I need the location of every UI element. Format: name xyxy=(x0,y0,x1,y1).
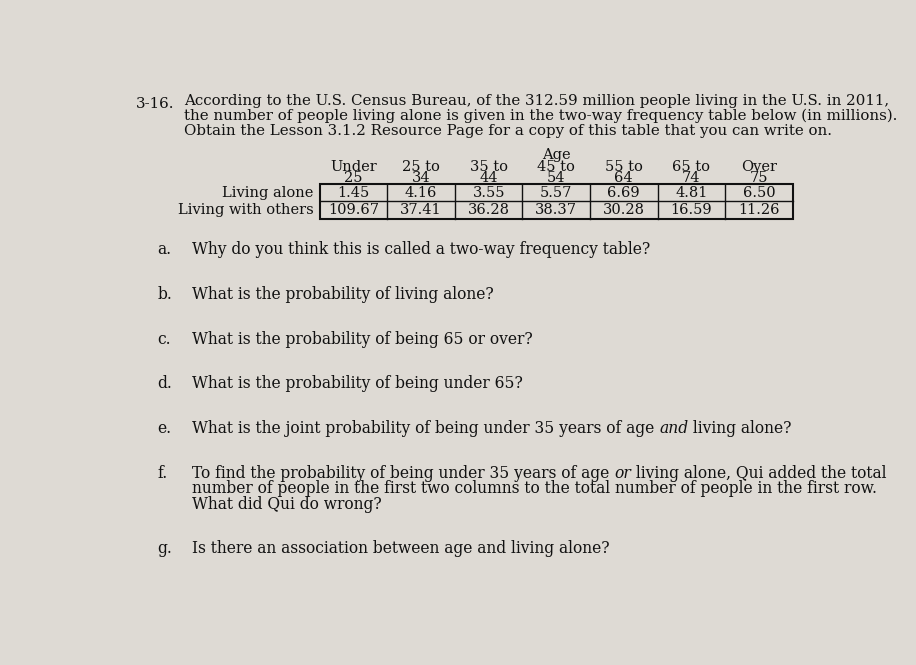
Text: 3.55: 3.55 xyxy=(473,186,505,200)
Text: 38.37: 38.37 xyxy=(535,203,577,217)
Text: the number of people living alone is given in the two-way frequency table below : the number of people living alone is giv… xyxy=(184,109,898,124)
Text: 55 to: 55 to xyxy=(605,160,643,174)
Text: 75: 75 xyxy=(749,171,769,185)
Bar xyxy=(320,184,792,219)
Text: b.: b. xyxy=(158,286,172,303)
Text: 45 to: 45 to xyxy=(538,160,575,174)
Text: or: or xyxy=(614,465,631,482)
Text: a.: a. xyxy=(158,241,171,259)
Text: 35 to: 35 to xyxy=(470,160,507,174)
Text: 1.45: 1.45 xyxy=(337,186,370,200)
Text: 11.26: 11.26 xyxy=(738,203,780,217)
Text: Under: Under xyxy=(331,160,377,174)
Text: living alone, Qui added the total: living alone, Qui added the total xyxy=(631,465,887,482)
Text: 4.16: 4.16 xyxy=(405,186,437,200)
Text: What is the probability of living alone?: What is the probability of living alone? xyxy=(192,286,494,303)
Text: Is there an association between age and living alone?: Is there an association between age and … xyxy=(192,540,610,557)
Text: number of people in the first two columns to the total number of people in the f: number of people in the first two column… xyxy=(192,480,877,497)
Text: 6.69: 6.69 xyxy=(607,186,640,200)
Text: 4.81: 4.81 xyxy=(675,186,707,200)
Text: f.: f. xyxy=(158,465,168,482)
Text: 64: 64 xyxy=(615,171,633,185)
Text: 44: 44 xyxy=(479,171,498,185)
Text: What is the probability of being 65 or over?: What is the probability of being 65 or o… xyxy=(192,331,533,348)
Text: 34: 34 xyxy=(412,171,431,185)
Text: To find the probability of being under 35 years of age: To find the probability of being under 3… xyxy=(192,465,614,482)
Text: 16.59: 16.59 xyxy=(671,203,712,217)
Text: 54: 54 xyxy=(547,171,565,185)
Text: What is the probability of being under 65?: What is the probability of being under 6… xyxy=(192,376,523,392)
Text: According to the U.S. Census Bureau, of the 312.59 million people living in the : According to the U.S. Census Bureau, of … xyxy=(184,94,889,108)
Text: e.: e. xyxy=(158,420,171,437)
Text: and: and xyxy=(660,420,688,437)
Text: 5.57: 5.57 xyxy=(540,186,572,200)
Text: Why do you think this is called a two-way frequency table?: Why do you think this is called a two-wa… xyxy=(192,241,650,259)
Text: What is the joint probability of being under 35 years of age: What is the joint probability of being u… xyxy=(192,420,660,437)
Text: 74: 74 xyxy=(682,171,701,185)
Text: Age: Age xyxy=(542,148,571,162)
Text: 25 to: 25 to xyxy=(402,160,440,174)
Text: 37.41: 37.41 xyxy=(400,203,442,217)
Text: 3-16.: 3-16. xyxy=(136,96,175,111)
Text: Living alone: Living alone xyxy=(223,186,313,200)
Text: d.: d. xyxy=(158,376,172,392)
Text: 6.50: 6.50 xyxy=(743,186,775,200)
Text: Obtain the Lesson 3.1.2 Resource Page for a copy of this table that you can writ: Obtain the Lesson 3.1.2 Resource Page fo… xyxy=(184,124,833,138)
Text: living alone?: living alone? xyxy=(688,420,791,437)
Text: What did Qui do wrong?: What did Qui do wrong? xyxy=(192,495,382,513)
Text: c.: c. xyxy=(158,331,170,348)
Text: 65 to: 65 to xyxy=(672,160,710,174)
Text: 109.67: 109.67 xyxy=(328,203,379,217)
Text: 36.28: 36.28 xyxy=(468,203,509,217)
Text: 30.28: 30.28 xyxy=(603,203,645,217)
Text: 25: 25 xyxy=(344,171,363,185)
Text: Living with others: Living with others xyxy=(178,203,313,217)
Text: g.: g. xyxy=(158,540,172,557)
Text: Over: Over xyxy=(741,160,777,174)
